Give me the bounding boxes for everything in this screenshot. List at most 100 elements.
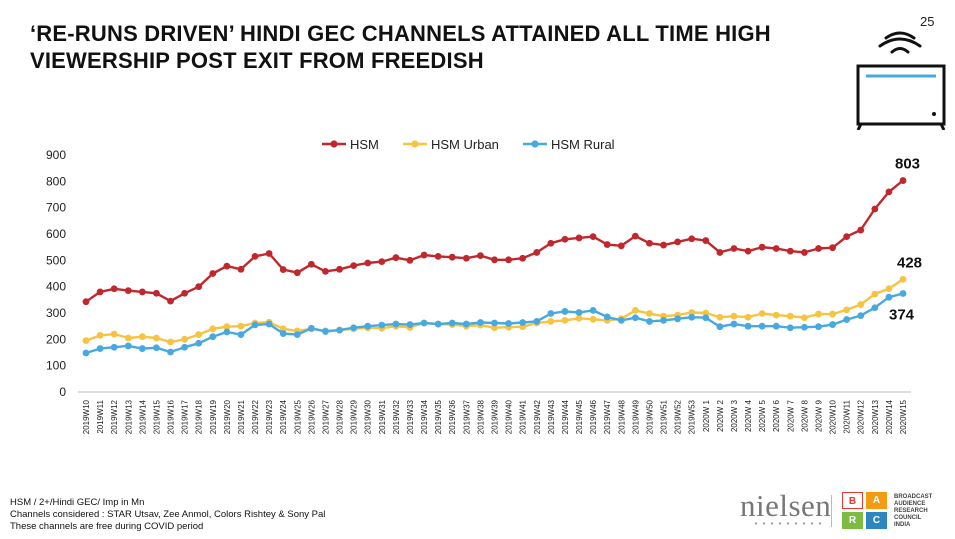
- barc-letter-r: R: [842, 512, 863, 529]
- data-point: [307, 260, 315, 268]
- y-tick-label: 100: [46, 359, 66, 373]
- x-tick-label: 2020W 2: [716, 399, 725, 432]
- data-point: [885, 188, 893, 196]
- x-tick-label: 2019W11: [96, 399, 105, 433]
- x-tick-label: 2019W24: [279, 399, 288, 434]
- data-point: [829, 321, 836, 328]
- data-point: [406, 256, 414, 264]
- x-tick-label: 2019W40: [505, 399, 514, 434]
- x-tick-label: 2019W38: [476, 399, 485, 434]
- x-tick-label: 2019W50: [645, 399, 654, 434]
- data-point: [716, 323, 724, 331]
- footnotes: HSM / 2+/Hindi GEC/ Imp in Mn Channels c…: [10, 497, 325, 533]
- data-point: [786, 247, 794, 255]
- data-point: [251, 252, 259, 260]
- barc-text-line: RESEARCH: [894, 508, 928, 514]
- data-point: [829, 310, 836, 318]
- data-point: [181, 343, 189, 351]
- footnote-line: HSM / 2+/Hindi GEC/ Imp in Mn: [10, 497, 145, 508]
- legend-label: HSM: [350, 137, 379, 152]
- data-point: [786, 312, 794, 320]
- x-tick-label: 2019W27: [321, 399, 330, 434]
- data-point: [561, 235, 569, 243]
- data-point: [251, 321, 259, 329]
- data-point: [885, 285, 893, 293]
- data-point: [223, 323, 231, 331]
- data-point: [167, 297, 174, 305]
- data-point: [744, 313, 752, 321]
- legend-label: HSM Urban: [431, 137, 499, 152]
- data-point: [505, 256, 512, 264]
- data-point: [392, 254, 400, 262]
- data-point: [110, 343, 118, 351]
- data-point: [744, 247, 752, 255]
- line-chart: 0 100 200 300 400 500 600 700 800 900 2019W10 2019W…: [46, 137, 922, 434]
- x-tick-label: 2019W18: [195, 399, 204, 434]
- data-point: [167, 338, 174, 346]
- data-point: [716, 249, 724, 256]
- data-point: [533, 318, 541, 325]
- data-point: [843, 316, 851, 323]
- data-point: [110, 285, 118, 293]
- x-tick-label: 2019W10: [82, 399, 91, 434]
- barc-text-line: COUNCIL: [894, 515, 922, 521]
- page-number: 25: [920, 14, 935, 29]
- data-point: [223, 328, 231, 336]
- data-point: [772, 311, 780, 319]
- x-tick-label: 2019W16: [167, 399, 176, 434]
- data-point: [589, 315, 597, 323]
- data-point: [674, 238, 682, 246]
- data-point: [448, 319, 456, 327]
- x-tick-label: 2019W49: [631, 399, 640, 434]
- y-tick-label: 700: [46, 201, 66, 215]
- barc-text-line: INDIA: [894, 522, 911, 528]
- data-point: [660, 316, 667, 324]
- data-label: 428: [897, 254, 922, 271]
- data-point: [462, 320, 470, 328]
- x-tick-label: 2019W22: [251, 399, 260, 434]
- data-point: [561, 308, 569, 315]
- data-point: [730, 312, 738, 320]
- x-tick-label: 2019W14: [138, 399, 147, 434]
- barc-logo-text: BROADCAST AUDIENCE RESEARCH COUNCIL INDI…: [894, 494, 932, 529]
- footnote-line: Channels considered : STAR Utsav, Zee An…: [10, 509, 326, 520]
- legend-marker: [411, 140, 419, 148]
- data-point: [547, 239, 555, 247]
- y-tick-label: 0: [59, 385, 66, 399]
- data-point: [279, 330, 287, 337]
- legend-label: HSM Rural: [551, 137, 615, 152]
- data-point: [589, 306, 597, 314]
- data-point: [209, 325, 217, 333]
- data-point: [491, 256, 498, 264]
- x-tick-label: 2019W39: [491, 399, 500, 434]
- x-tick-label: 2020W 9: [814, 399, 823, 432]
- data-point: [364, 322, 372, 330]
- data-point: [899, 290, 907, 297]
- data-point: [772, 322, 780, 330]
- x-tick-label: 2019W30: [364, 399, 373, 434]
- data-point: [617, 316, 625, 324]
- y-tick-label: 400: [46, 280, 66, 294]
- x-tick-label: 2020W 4: [744, 399, 753, 432]
- x-tick-label: 2019W29: [350, 399, 359, 434]
- x-tick-label: 2019W32: [392, 399, 401, 434]
- x-tick-label: 2019W53: [688, 399, 697, 434]
- barc-text-line: AUDIENCE: [894, 501, 926, 507]
- x-tick-label: 2019W21: [237, 399, 246, 434]
- x-tick-label: 2020W14: [885, 399, 894, 434]
- x-tick-label: 2019W47: [603, 399, 612, 434]
- data-point: [589, 233, 597, 241]
- data-point: [702, 309, 710, 317]
- data-point: [265, 320, 273, 328]
- x-tick-label: 2019W19: [209, 399, 218, 434]
- data-point: [617, 242, 625, 250]
- data-point: [124, 334, 132, 342]
- data-point: [871, 304, 879, 312]
- x-tick-label: 2019W52: [674, 399, 683, 434]
- logo-divider: [831, 495, 832, 527]
- data-point: [561, 316, 569, 324]
- nielsen-logo: nielsen: [740, 488, 832, 523]
- data-point: [491, 324, 498, 332]
- data-point: [336, 265, 343, 273]
- y-tick-label: 900: [46, 148, 66, 162]
